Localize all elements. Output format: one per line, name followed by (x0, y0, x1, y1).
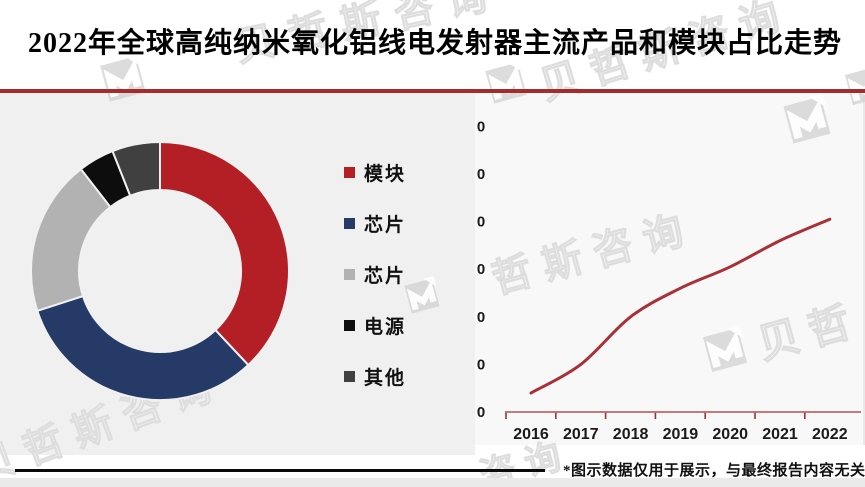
x-axis-tick-label: 2016 (513, 426, 549, 443)
legend-label: 电源 (364, 317, 407, 338)
page-title: 2022年全球高纯纳米氧化铝线电发射器主流产品和模块占比走势 (28, 28, 843, 59)
x-axis-tick-label: 2021 (762, 426, 798, 443)
footnote: *图示数据仅用于展示，与最终报告内容无关 (563, 463, 865, 479)
donut-legend: 模块 芯片 芯片 电源 其他 (344, 147, 406, 402)
bottom-strip (0, 478, 865, 487)
legend-item: 电源 (344, 300, 406, 351)
trend-chart: 0 0 0 0 0 0 0 2016 2017 2018 2019 2020 2021 2022 (477, 118, 861, 443)
donut-slice (36, 295, 250, 401)
y-axis-tick-label: 0 (477, 214, 485, 231)
donut-chart (30, 141, 290, 401)
legend-label: 芯片 (364, 215, 407, 236)
x-axis-tick-label: 2019 (663, 426, 699, 443)
x-axis-tick-label: 2020 (712, 426, 748, 443)
y-axis-tick-label: 0 (477, 166, 485, 183)
legend-item: 其他 (344, 351, 406, 402)
legend-swatch-icon (344, 218, 355, 229)
y-axis-tick-label: 0 (477, 261, 485, 278)
legend-item: 芯片 (344, 249, 406, 300)
legend-swatch-icon (344, 269, 355, 280)
y-axis-tick-label: 0 (477, 404, 485, 421)
legend-swatch-icon (344, 320, 355, 331)
legend-swatch-icon (344, 371, 355, 382)
trend-line (529, 217, 832, 395)
footnote-divider (15, 469, 545, 472)
legend-label: 模块 (364, 164, 407, 185)
donut-slice (111, 141, 161, 197)
legend-item: 芯片 (344, 198, 406, 249)
donut-slice (159, 141, 290, 367)
legend-label: 芯片 (364, 266, 407, 287)
legend-item: 模块 (344, 147, 406, 198)
x-axis-tick-label: 2018 (613, 426, 649, 443)
x-axis-tick-label: 2017 (563, 426, 599, 443)
legend-label: 其他 (364, 368, 407, 389)
line-panel-background (475, 93, 865, 445)
title-divider (0, 89, 865, 93)
y-axis-tick-label: 0 (477, 356, 485, 373)
y-axis-tick-label: 0 (477, 118, 485, 135)
x-axis-tick-label: 2022 (812, 426, 848, 443)
y-axis-tick-label: 0 (477, 309, 485, 326)
legend-swatch-icon (344, 167, 355, 178)
